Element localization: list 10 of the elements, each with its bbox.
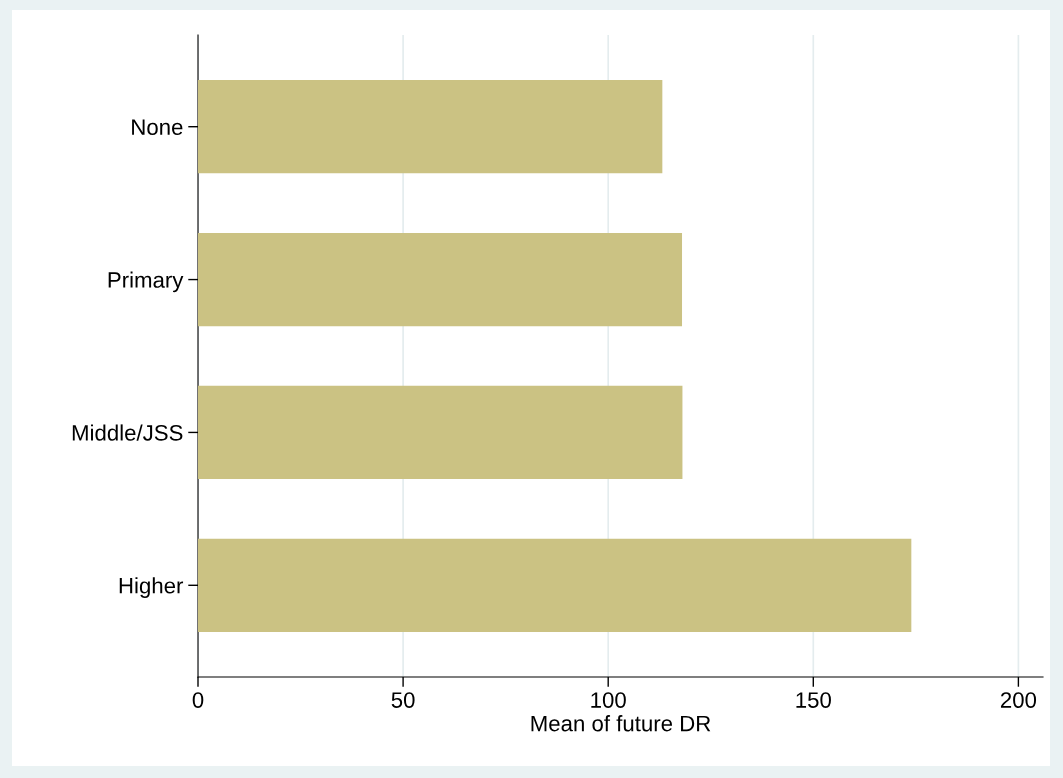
x-tick-label: 200 [1000, 692, 1037, 708]
x-tick-label: 50 [391, 692, 415, 708]
x-tick-label: 0 [192, 692, 204, 708]
x-tick-label: 100 [591, 692, 626, 708]
x-axis-title: Mean of future DR [531, 715, 711, 732]
y-tick-label: None [132, 119, 183, 135]
y-tick-label: Primary [108, 271, 184, 293]
y-tick-label: Higher [119, 577, 184, 598]
x-tick-label: 150 [796, 692, 831, 708]
y-tick-label: Middle/JSS [72, 424, 183, 441]
